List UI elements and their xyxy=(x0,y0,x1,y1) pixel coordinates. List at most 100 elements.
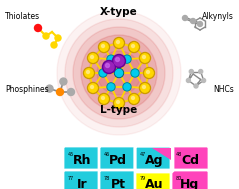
Circle shape xyxy=(140,83,151,94)
Circle shape xyxy=(98,94,109,105)
Circle shape xyxy=(99,69,107,77)
Text: Rh: Rh xyxy=(73,154,91,167)
Circle shape xyxy=(115,57,120,61)
Circle shape xyxy=(87,53,98,64)
Text: NHCs: NHCs xyxy=(213,85,234,94)
Circle shape xyxy=(141,84,149,92)
Circle shape xyxy=(147,70,150,74)
Circle shape xyxy=(197,22,202,26)
Circle shape xyxy=(115,99,123,107)
Circle shape xyxy=(115,70,123,77)
Circle shape xyxy=(189,70,193,74)
Circle shape xyxy=(108,84,114,90)
Circle shape xyxy=(51,42,57,48)
Circle shape xyxy=(98,42,109,53)
FancyBboxPatch shape xyxy=(135,146,173,172)
Circle shape xyxy=(91,85,93,88)
Circle shape xyxy=(129,94,140,105)
Text: Ag: Ag xyxy=(145,154,163,167)
Circle shape xyxy=(131,69,139,77)
Circle shape xyxy=(130,95,138,103)
Circle shape xyxy=(141,54,149,62)
Circle shape xyxy=(131,45,135,47)
Circle shape xyxy=(105,64,109,67)
Circle shape xyxy=(107,55,115,63)
Circle shape xyxy=(107,83,115,91)
Circle shape xyxy=(102,45,104,47)
Circle shape xyxy=(67,88,75,95)
FancyBboxPatch shape xyxy=(63,146,101,172)
Text: Phosphines: Phosphines xyxy=(5,85,49,94)
Circle shape xyxy=(116,40,120,43)
Circle shape xyxy=(140,53,151,64)
Circle shape xyxy=(34,25,42,32)
Circle shape xyxy=(186,78,190,82)
Circle shape xyxy=(116,101,120,104)
Circle shape xyxy=(142,85,146,88)
FancyBboxPatch shape xyxy=(99,146,137,172)
Text: Cd: Cd xyxy=(181,154,199,167)
Circle shape xyxy=(87,83,98,94)
Circle shape xyxy=(60,78,67,85)
Circle shape xyxy=(85,69,93,77)
Text: Pt: Pt xyxy=(110,178,125,189)
Circle shape xyxy=(190,19,196,23)
Circle shape xyxy=(89,43,149,103)
Text: Au: Au xyxy=(145,178,163,189)
Circle shape xyxy=(100,43,108,51)
Circle shape xyxy=(114,98,125,108)
Text: 78: 78 xyxy=(104,176,110,180)
Circle shape xyxy=(202,78,206,82)
Circle shape xyxy=(114,56,124,66)
Circle shape xyxy=(102,96,104,99)
Circle shape xyxy=(123,83,131,91)
Circle shape xyxy=(123,55,131,63)
FancyBboxPatch shape xyxy=(99,170,137,189)
Circle shape xyxy=(81,35,157,111)
Circle shape xyxy=(183,15,188,20)
Circle shape xyxy=(65,19,173,127)
Circle shape xyxy=(97,51,141,95)
Circle shape xyxy=(100,70,106,76)
Circle shape xyxy=(142,56,146,59)
FancyBboxPatch shape xyxy=(171,146,209,172)
FancyBboxPatch shape xyxy=(171,170,209,189)
Text: 45: 45 xyxy=(68,152,74,156)
Circle shape xyxy=(56,88,64,95)
Circle shape xyxy=(114,37,125,49)
Circle shape xyxy=(91,56,93,59)
Circle shape xyxy=(113,54,125,67)
Circle shape xyxy=(73,27,165,119)
Text: 77: 77 xyxy=(68,176,74,180)
Text: Pd: Pd xyxy=(109,154,127,167)
Text: L-type: L-type xyxy=(100,105,138,115)
Circle shape xyxy=(87,70,89,74)
Circle shape xyxy=(89,84,97,92)
Circle shape xyxy=(115,39,123,47)
Text: Thiolates: Thiolates xyxy=(5,12,40,21)
Text: 80: 80 xyxy=(176,176,182,180)
Circle shape xyxy=(143,67,154,78)
Circle shape xyxy=(43,33,49,39)
Circle shape xyxy=(124,56,130,62)
Text: X-type: X-type xyxy=(100,7,138,17)
Circle shape xyxy=(124,84,130,90)
Circle shape xyxy=(55,35,61,41)
Circle shape xyxy=(129,42,140,53)
Text: 48: 48 xyxy=(176,152,182,156)
Circle shape xyxy=(108,56,114,62)
Circle shape xyxy=(104,62,114,72)
Text: 46: 46 xyxy=(104,152,110,156)
Circle shape xyxy=(103,60,115,74)
Circle shape xyxy=(57,11,181,135)
Circle shape xyxy=(83,67,94,78)
Circle shape xyxy=(46,85,53,92)
FancyBboxPatch shape xyxy=(135,170,173,189)
FancyBboxPatch shape xyxy=(63,170,101,189)
Circle shape xyxy=(132,70,138,76)
Circle shape xyxy=(145,69,153,77)
Circle shape xyxy=(130,43,138,51)
Circle shape xyxy=(199,70,203,74)
Circle shape xyxy=(131,96,135,99)
Circle shape xyxy=(89,54,97,62)
